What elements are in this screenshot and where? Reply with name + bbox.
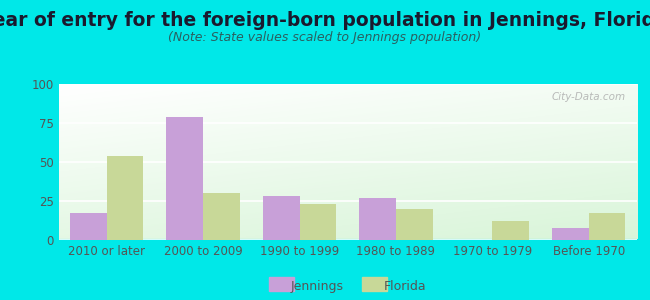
Bar [203,193,240,240]
Bar [166,117,203,240]
Bar [552,227,589,240]
Bar [300,204,336,240]
Text: City-Data.com: City-Data.com [551,92,625,102]
Bar [107,156,144,240]
Bar [70,214,107,240]
Legend: Jennings, Florida: Jennings, Florida [269,280,426,293]
Bar [589,214,625,240]
Bar [263,196,300,240]
Text: Year of entry for the foreign-born population in Jennings, Florida: Year of entry for the foreign-born popul… [0,11,650,29]
Bar [396,209,433,240]
Text: (Note: State values scaled to Jennings population): (Note: State values scaled to Jennings p… [168,32,482,44]
Bar [493,221,529,240]
Bar [359,198,396,240]
